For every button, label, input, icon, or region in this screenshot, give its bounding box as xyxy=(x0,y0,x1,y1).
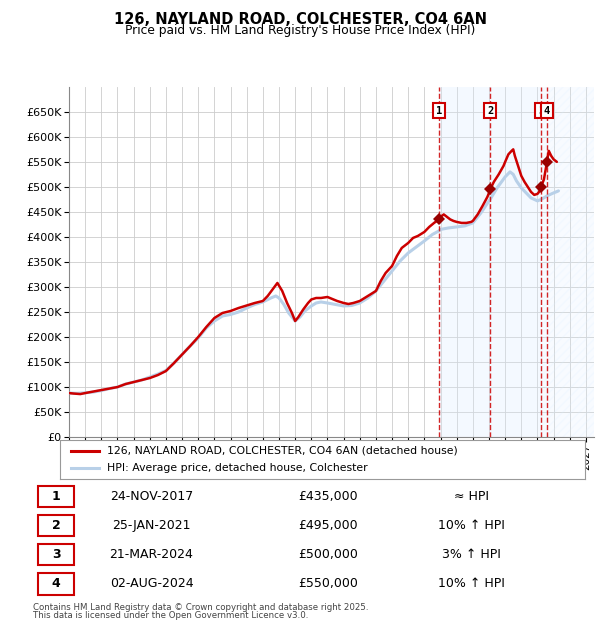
Text: £550,000: £550,000 xyxy=(298,577,358,590)
Text: 2: 2 xyxy=(52,519,61,532)
Text: 24-NOV-2017: 24-NOV-2017 xyxy=(110,490,193,503)
FancyBboxPatch shape xyxy=(38,485,74,507)
Text: £500,000: £500,000 xyxy=(298,548,358,561)
FancyBboxPatch shape xyxy=(38,515,74,536)
Text: £495,000: £495,000 xyxy=(298,519,358,532)
Bar xyxy=(439,87,541,437)
Text: HPI: Average price, detached house, Colchester: HPI: Average price, detached house, Colc… xyxy=(107,463,368,473)
Text: 21-MAR-2024: 21-MAR-2024 xyxy=(110,548,193,561)
Text: 2: 2 xyxy=(487,106,493,116)
Text: Price paid vs. HM Land Registry's House Price Index (HPI): Price paid vs. HM Land Registry's House … xyxy=(125,24,475,37)
FancyBboxPatch shape xyxy=(38,544,74,565)
Text: ≈ HPI: ≈ HPI xyxy=(454,490,489,503)
Text: 4: 4 xyxy=(52,577,61,590)
Text: £435,000: £435,000 xyxy=(298,490,358,503)
Text: 126, NAYLAND ROAD, COLCHESTER, CO4 6AN: 126, NAYLAND ROAD, COLCHESTER, CO4 6AN xyxy=(113,12,487,27)
Text: 25-JAN-2021: 25-JAN-2021 xyxy=(112,519,191,532)
Text: 3: 3 xyxy=(538,106,544,116)
Text: 3: 3 xyxy=(52,548,61,561)
Text: Contains HM Land Registry data © Crown copyright and database right 2025.: Contains HM Land Registry data © Crown c… xyxy=(33,603,368,612)
Text: 10% ↑ HPI: 10% ↑ HPI xyxy=(438,577,505,590)
Text: 4: 4 xyxy=(544,106,550,116)
Text: 126, NAYLAND ROAD, COLCHESTER, CO4 6AN (detached house): 126, NAYLAND ROAD, COLCHESTER, CO4 6AN (… xyxy=(107,446,458,456)
Text: 1: 1 xyxy=(436,106,442,116)
Bar xyxy=(541,87,594,437)
Text: 3% ↑ HPI: 3% ↑ HPI xyxy=(442,548,501,561)
Text: 1: 1 xyxy=(52,490,61,503)
FancyBboxPatch shape xyxy=(38,573,74,595)
Text: This data is licensed under the Open Government Licence v3.0.: This data is licensed under the Open Gov… xyxy=(33,611,308,620)
Text: 02-AUG-2024: 02-AUG-2024 xyxy=(110,577,193,590)
Text: 10% ↑ HPI: 10% ↑ HPI xyxy=(438,519,505,532)
